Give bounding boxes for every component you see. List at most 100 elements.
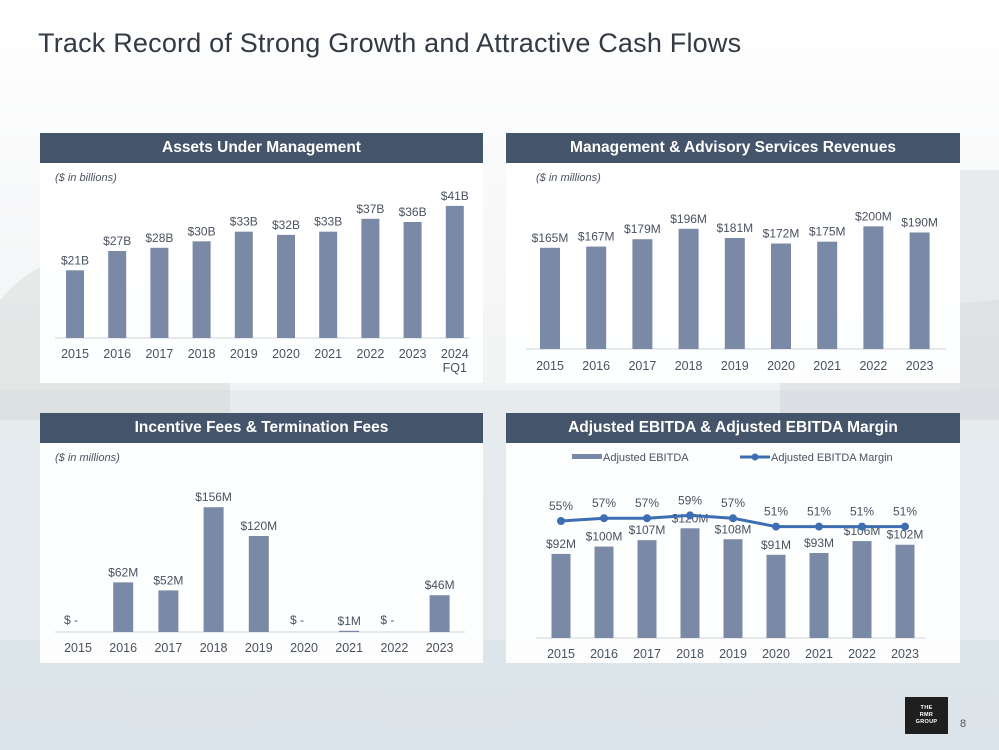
ebitda-margin-point [815, 522, 823, 531]
incentive-fees-chart-header: Incentive Fees & Termination Fees [40, 413, 483, 443]
fees-x-tick-label: 2020 [290, 641, 318, 655]
page-number: 8 [960, 718, 967, 730]
ebitda-bar [895, 544, 915, 638]
ebitda-data-label: $91M [761, 538, 791, 552]
ebitda-margin-point [858, 522, 866, 531]
aum-data-label: $33B [314, 215, 342, 229]
ebitda-bar [723, 539, 743, 638]
ebitda-margin-label: 59% [678, 493, 702, 507]
mgmt-x-tick-label: 2019 [721, 359, 749, 373]
fees-units-note: ($ in millions) [55, 452, 120, 464]
aum-x-tick-label: 2017 [145, 347, 173, 361]
fees-bar [339, 630, 360, 632]
aum-x-tick-label: 2019 [230, 347, 258, 361]
mgmt-x-tick-label: 2015 [536, 359, 564, 373]
aum-data-label: $27B [103, 234, 131, 248]
ebitda-margin-label: 57% [721, 496, 745, 510]
fees-data-label: $120M [240, 519, 277, 533]
mgmt-data-label: $172M [763, 227, 800, 241]
aum-bar [108, 251, 127, 338]
mgmt-revenue-chart-header: Management & Advisory Services Revenues [506, 133, 960, 163]
aum-x-tick-label: 2022 [356, 347, 384, 361]
ebitda-x-tick-label: 2021 [805, 647, 833, 661]
ebitda-x-tick-label: 2015 [547, 647, 575, 661]
mgmt-data-label: $167M [578, 230, 615, 244]
aum-chart-panel: Assets Under Management $21B 2015 $27B 2016… [40, 133, 483, 383]
aum-data-label: $41B [441, 189, 469, 203]
aum-bar [361, 218, 380, 338]
ebitda-margin-point [686, 511, 694, 520]
aum-x-tick-label: 2018 [188, 347, 216, 361]
fees-data-label: $46M [425, 578, 455, 592]
ebitda-bar [637, 540, 657, 638]
fees-data-label: $156M [195, 490, 232, 504]
ebitda-margin-point [643, 514, 651, 523]
ebitda-margin-point [557, 517, 565, 525]
aum-data-label: $37B [356, 202, 384, 216]
ebitda-margin-point [772, 522, 780, 531]
fees-data-label: $1M [338, 614, 361, 628]
fees-bar [158, 590, 179, 632]
company-logo: THE RMR GROUP [905, 697, 948, 734]
ebitda-x-tick-label: 2018 [676, 647, 704, 661]
ebitda-bar [766, 554, 786, 638]
aum-data-label: $33B [230, 215, 258, 229]
mgmt-data-label: $175M [809, 225, 846, 239]
mgmt-bar [771, 243, 791, 349]
fees-x-tick-label: 2019 [245, 641, 273, 655]
mgmt-data-label: $165M [532, 231, 569, 245]
incentive-fees-bar-chart: $ - 2015 $62M 2016 $52M 2017 $156M 2018 $120M 201… [55, 452, 465, 655]
aum-bar [445, 205, 464, 338]
mgmt-x-tick-label: 2023 [906, 359, 934, 373]
ebitda-x-tick-label: 2020 [762, 647, 790, 661]
fees-x-tick-label: 2018 [200, 641, 228, 655]
aum-x-tick-label: 2023 [399, 347, 427, 361]
ebitda-margin-point [901, 522, 909, 531]
fees-data-label: $ - [380, 613, 394, 627]
aum-x-tick-label: 2021 [314, 347, 342, 361]
ebitda-margin-label: 51% [764, 505, 788, 519]
fees-x-tick-label: 2023 [426, 641, 454, 655]
mgmt-data-label: $179M [624, 222, 661, 236]
incentive-fees-chart-panel: Incentive Fees & Termination Fees $ - 201… [40, 413, 483, 663]
mgmt-x-tick-label: 2022 [859, 359, 887, 373]
mgmt-bar [540, 247, 560, 349]
mgmt-data-label: $181M [716, 221, 753, 235]
ebitda-margin-label: 51% [850, 505, 874, 519]
ebitda-bar [809, 552, 829, 638]
aum-bar [234, 231, 253, 338]
fees-data-label: $52M [153, 573, 183, 587]
mgmt-x-tick-label: 2017 [628, 359, 656, 373]
ebitda-bar [852, 541, 872, 638]
fees-x-tick-label: 2017 [154, 641, 182, 655]
aum-bar [150, 247, 169, 338]
mgmt-x-tick-label: 2021 [813, 359, 841, 373]
ebitda-data-label: $102M [887, 528, 924, 542]
page-title: Track Record of Strong Growth and Attrac… [38, 28, 742, 58]
ebitda-x-tick-label: 2022 [848, 647, 876, 661]
mgmt-revenue-bar-chart: $165M 2015 $167M 2016 $179M 2017 $196M 2018 $181… [526, 172, 946, 373]
mgmt-bar [817, 241, 838, 349]
mgmt-data-label: $190M [901, 215, 938, 229]
fees-x-tick-label: 2021 [335, 641, 363, 655]
legend-bar-swatch [572, 454, 602, 459]
ebitda-combo-chart: $92M2015$100M2016$107M2017$120M2018$108M… [536, 452, 926, 661]
mgmt-revenue-chart-panel: Management & Advisory Services Revenues … [506, 133, 960, 383]
mgmt-bar [678, 228, 699, 349]
ebitda-margin-point [600, 514, 608, 523]
mgmt-bar [586, 246, 607, 349]
aum-chart-header: Assets Under Management [40, 133, 483, 163]
aum-x-tick-label: 2024 [441, 347, 469, 361]
ebitda-margin-label: 55% [549, 499, 573, 513]
legend-bar-label: Adjusted EBITDA [603, 452, 689, 464]
ebitda-margin-label: 51% [893, 505, 917, 519]
aum-bar [192, 241, 211, 338]
aum-bar [277, 234, 295, 338]
mgmt-units-note: ($ in millions) [536, 172, 601, 184]
mgmt-x-tick-label: 2018 [675, 359, 703, 373]
ebitda-data-label: $93M [804, 536, 834, 550]
aum-bar-chart: $21B 2015 $27B 2016 $28B 2017 $30B 2018 $33B 2019… [55, 172, 470, 375]
ebitda-margin-point [729, 514, 737, 523]
fees-x-tick-label: 2022 [380, 641, 408, 655]
ebitda-margin-label: 51% [807, 505, 831, 519]
